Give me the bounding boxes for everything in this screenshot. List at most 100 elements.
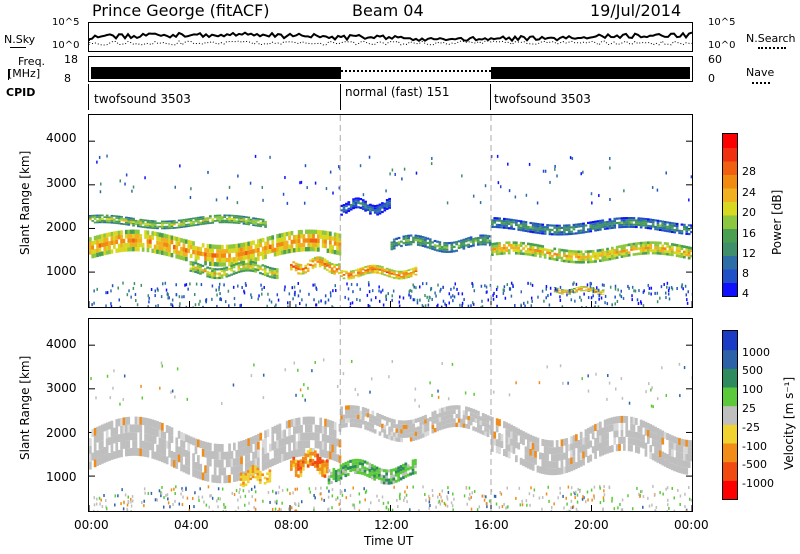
data-cell <box>512 241 516 244</box>
data-cell <box>388 202 391 205</box>
data-cell <box>115 235 119 240</box>
data-cell <box>558 233 561 236</box>
data-cell <box>359 272 363 275</box>
data-cell <box>334 476 338 480</box>
data-cell <box>388 200 391 203</box>
data-cell <box>529 455 533 463</box>
data-cell <box>338 423 342 432</box>
data-cell <box>553 447 557 455</box>
data-cell <box>373 416 377 421</box>
data-cell <box>261 447 265 456</box>
data-cell <box>395 274 399 276</box>
noise-cell <box>294 487 297 491</box>
noise-cell <box>216 499 218 503</box>
nsky-panel <box>88 22 693 52</box>
data-cell <box>354 418 358 423</box>
data-cell <box>467 424 471 429</box>
data-cell <box>134 416 138 425</box>
data-cell <box>364 269 367 272</box>
data-cell <box>93 427 97 436</box>
data-cell <box>345 202 348 205</box>
noise-cell <box>126 509 129 513</box>
data-cell <box>563 254 566 258</box>
noise-cell <box>311 369 313 373</box>
data-cell <box>339 476 343 480</box>
data-cell <box>644 449 648 457</box>
data-cell <box>309 242 313 248</box>
data-cell <box>608 218 612 221</box>
data-cell <box>283 249 287 255</box>
data-cell <box>671 226 674 229</box>
data-cell <box>668 248 672 251</box>
data-cell <box>484 431 487 436</box>
data-cell <box>259 225 263 228</box>
noise-cell <box>220 298 223 302</box>
data-cell <box>613 226 617 229</box>
noise-cell <box>338 186 341 190</box>
data-cell <box>120 219 123 222</box>
noise-cell <box>306 186 308 190</box>
data-cell <box>534 443 537 451</box>
data-cell <box>349 465 352 469</box>
data-cell <box>412 427 415 433</box>
data-cell <box>481 243 485 246</box>
data-cell <box>146 418 150 427</box>
data-cell <box>515 219 518 222</box>
noise-cell <box>525 499 528 503</box>
noise-cell <box>156 287 159 291</box>
data-cell <box>599 254 602 257</box>
data-cell <box>589 227 593 231</box>
noise-cell <box>193 505 195 509</box>
data-cell <box>216 459 219 468</box>
data-cell <box>594 222 597 225</box>
noise-cell <box>408 293 410 297</box>
data-band <box>327 458 417 485</box>
data-cell <box>486 241 490 244</box>
noise-cell <box>129 497 132 501</box>
data-cell <box>438 412 442 418</box>
data-cell <box>161 227 164 230</box>
velocity-cbar-tick-neg1000: -1000 <box>742 477 774 490</box>
noise-cell <box>331 305 333 309</box>
data-cell <box>194 266 197 269</box>
data-cell <box>507 227 511 230</box>
data-cell <box>213 272 217 275</box>
noise-cell <box>469 492 471 496</box>
data-cell <box>639 440 643 448</box>
data-cell <box>220 274 224 277</box>
data-cell <box>354 461 357 465</box>
data-cell <box>345 422 348 428</box>
data-cell <box>134 247 138 252</box>
data-cell <box>687 461 691 469</box>
noise-cell <box>611 499 613 503</box>
noise-cell <box>550 505 553 509</box>
data-cell <box>534 224 537 228</box>
data-cell <box>585 289 588 291</box>
data-cell <box>93 235 97 241</box>
data-cell <box>529 462 533 470</box>
data-cell <box>161 446 164 455</box>
data-cell <box>637 217 641 220</box>
data-cell <box>206 273 209 276</box>
data-cell <box>316 467 320 471</box>
noise-cell <box>622 296 625 300</box>
noise-cell <box>494 494 497 498</box>
data-cell <box>659 226 662 229</box>
noise-cell <box>654 291 656 295</box>
data-cell <box>235 215 239 217</box>
data-cell <box>196 262 200 266</box>
data-cell <box>338 263 341 266</box>
data-cell <box>623 246 626 250</box>
data-cell <box>197 216 200 219</box>
data-band <box>89 229 342 267</box>
data-cell <box>182 441 186 449</box>
data-cell <box>342 204 346 207</box>
data-cell <box>639 433 643 441</box>
data-cell <box>340 423 343 429</box>
data-cell <box>233 474 236 482</box>
data-cell <box>474 418 478 423</box>
noise-cell <box>369 501 372 505</box>
data-cell <box>553 287 557 289</box>
data-cell <box>414 266 418 269</box>
data-cell <box>416 243 420 246</box>
